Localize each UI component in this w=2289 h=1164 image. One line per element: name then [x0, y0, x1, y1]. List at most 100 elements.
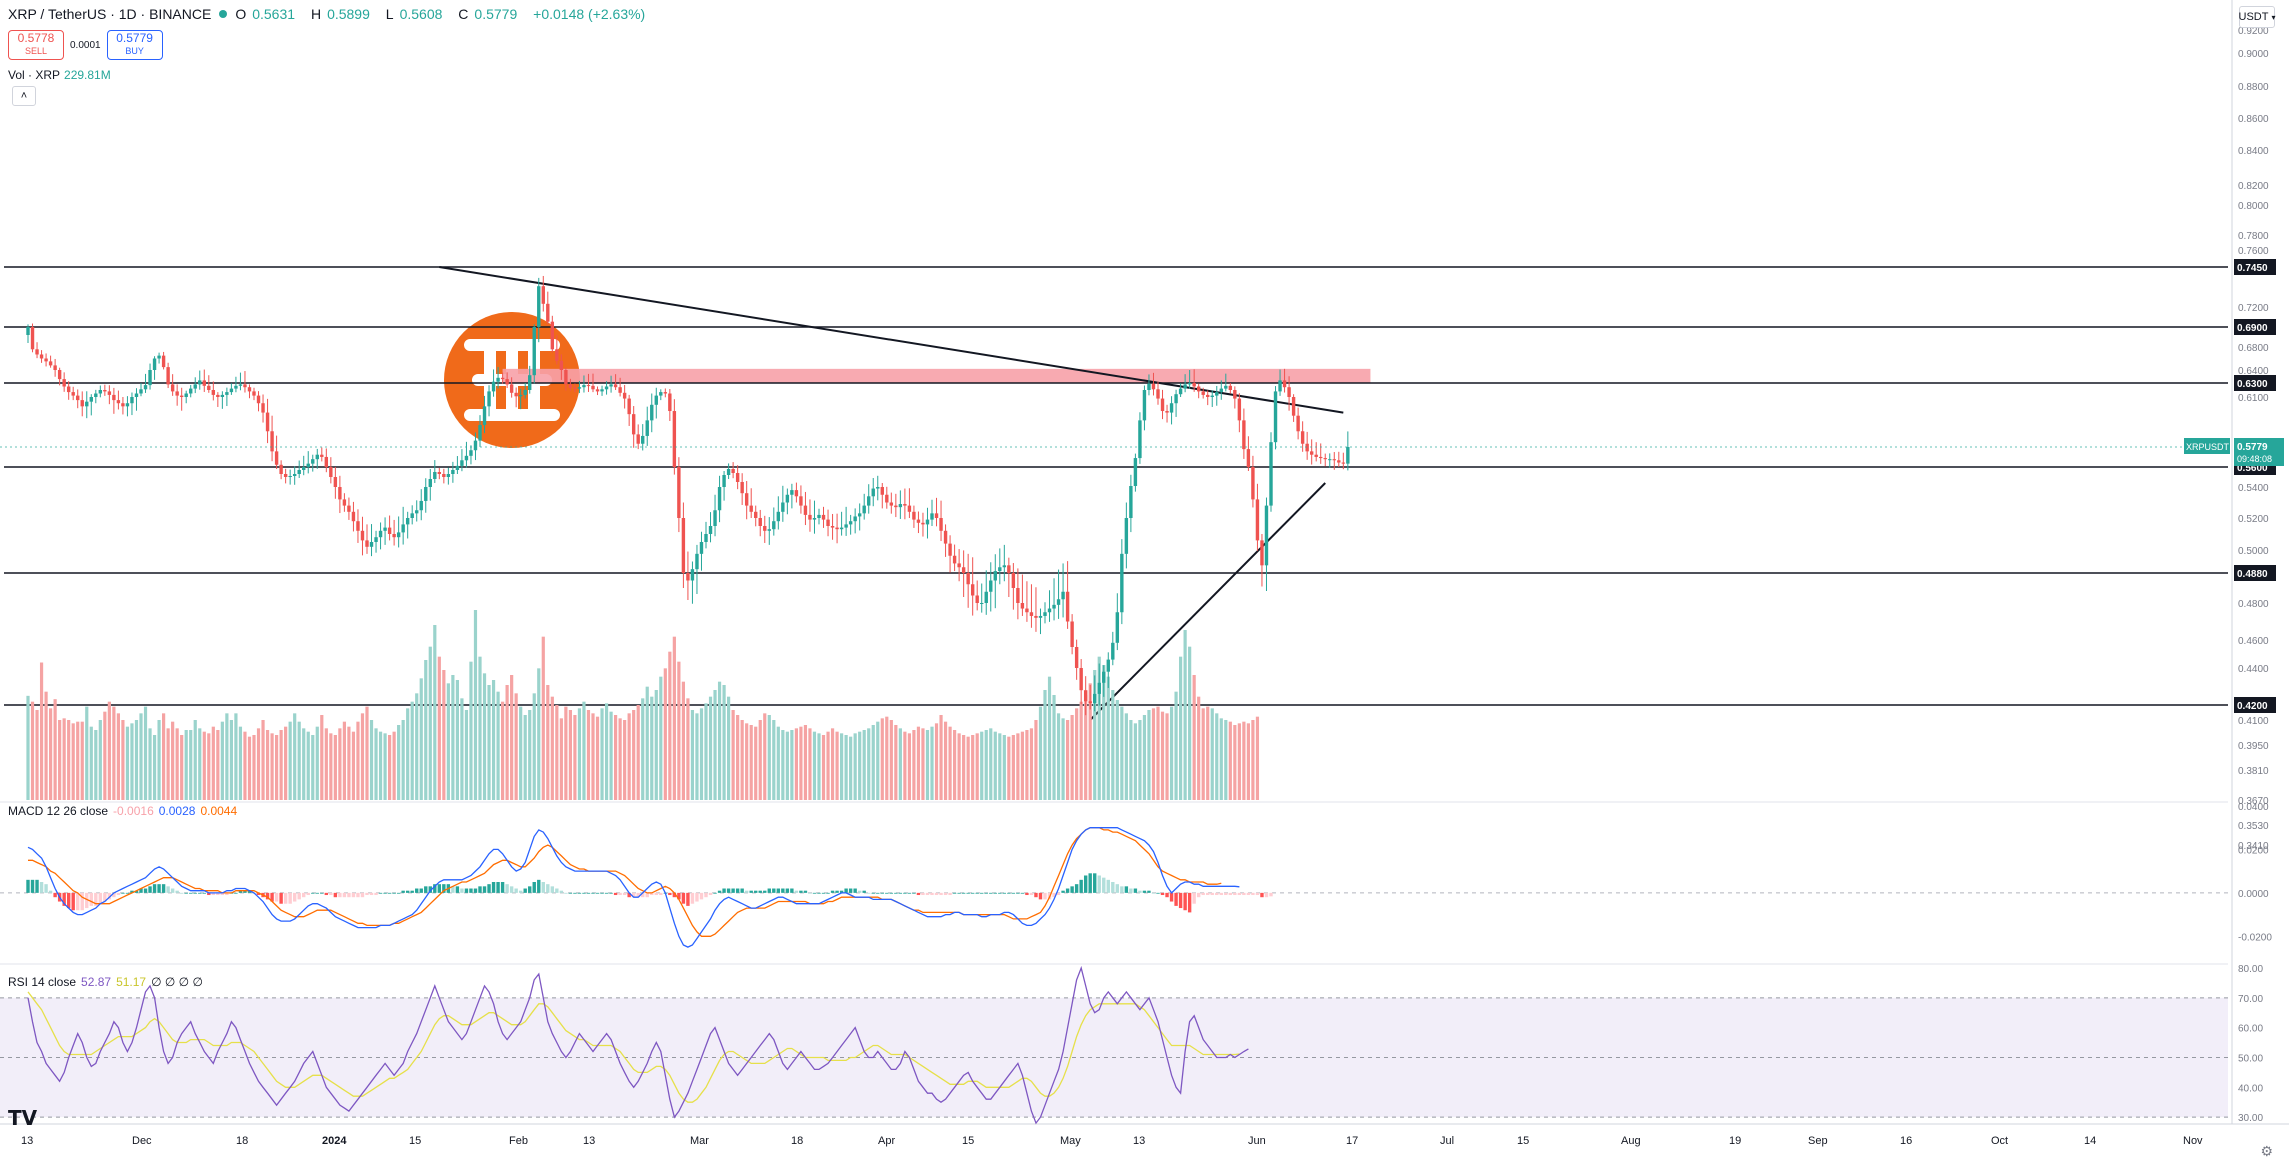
candle-body [609, 384, 613, 387]
macd-histogram-bar [1061, 890, 1065, 893]
volume-legend[interactable]: Vol · XRP 229.81M [8, 68, 111, 82]
candle-body [645, 420, 649, 436]
volume-label: Vol · XRP [8, 68, 61, 82]
macd-histogram-bar [292, 892, 297, 902]
volume-bar [528, 710, 532, 800]
volume-bar [713, 690, 717, 800]
macd-legend[interactable]: MACD 12 26 close -0.0016 0.0028 0.0044 [8, 804, 242, 818]
volume-bar [803, 725, 808, 800]
candle-body [704, 534, 708, 542]
candle-body [433, 472, 437, 479]
candle-body [26, 327, 30, 335]
candle-body [790, 490, 794, 495]
candle-body [546, 303, 550, 322]
volume-bar [510, 675, 514, 800]
candle-body [1002, 565, 1007, 568]
candle-body [478, 425, 482, 441]
candle-body [726, 469, 731, 475]
candle-body [1328, 459, 1332, 461]
macd-histogram-bar [121, 892, 125, 894]
level-price-label: 0.6300 [2237, 379, 2268, 390]
volume-bar [677, 661, 681, 800]
macd-histogram-bar [288, 892, 292, 904]
macd-histogram-bar [690, 892, 695, 904]
rsi-legend[interactable]: RSI 14 close 52.87 51.17 ∅ ∅ ∅ ∅ [8, 975, 208, 989]
candle-body [39, 354, 44, 359]
macd-histogram-bar [677, 892, 681, 900]
sell-button[interactable]: 0.5778 SELL [8, 30, 64, 60]
macd-histogram-bar [1038, 892, 1043, 900]
price-tick-label: 0.6100 [2238, 393, 2269, 404]
volume-bar [166, 728, 170, 800]
macd-histogram-bar [1219, 892, 1223, 896]
time-tick-label: Jun [1248, 1135, 1266, 1147]
candle-body [518, 394, 523, 397]
price-tick-label: 0.6800 [2238, 343, 2269, 354]
candle-body [1228, 385, 1233, 390]
macd-histogram-bar [514, 888, 518, 893]
collapse-legend-button[interactable]: ˄ [12, 86, 36, 106]
candle-body [898, 504, 903, 508]
volume-bar [143, 706, 148, 800]
symbol-badge-label: XRPUSDT [2186, 442, 2230, 452]
volume-bar [1124, 713, 1128, 800]
gear-icon[interactable]: ⚙ [2260, 1143, 2273, 1159]
level-price-badge [2234, 565, 2276, 581]
volume-bar [496, 691, 500, 800]
candle-body [595, 389, 600, 392]
macd-histogram-bar [650, 892, 654, 896]
volume-bar [632, 710, 636, 800]
candle-body [677, 467, 681, 518]
macd-histogram-bar [1129, 888, 1133, 893]
volume-bar [392, 731, 396, 800]
candle-body [989, 580, 993, 592]
macd-histogram-bar [460, 888, 464, 893]
volume-bar [152, 735, 157, 800]
rsi-tick-label: 40.00 [2238, 1083, 2263, 1094]
macd-histogram-bar [1206, 892, 1210, 896]
trendline-descending [439, 266, 1344, 414]
macd-histogram-bar [631, 892, 636, 898]
symbol-title[interactable]: XRP / TetherUS · 1D · BINANCE [8, 6, 212, 22]
candle-body [405, 518, 410, 525]
volume-bar [767, 715, 771, 800]
candle-body [71, 392, 75, 396]
macd-histogram-bar [518, 890, 523, 893]
candle-body [961, 567, 966, 573]
macd-histogram-bar [1192, 892, 1196, 904]
macd-histogram-bar [622, 892, 627, 896]
tradingview-logo-icon[interactable]: TV [8, 1106, 38, 1130]
candle-body [1291, 397, 1296, 416]
volume-bar [736, 715, 740, 800]
macd-histogram-bar [862, 890, 866, 893]
volume-bar [1061, 718, 1065, 800]
buy-button[interactable]: 0.5779 BUY [106, 30, 163, 60]
volume-bar [139, 713, 143, 800]
candle-body [369, 542, 374, 547]
candle-body [89, 397, 93, 402]
macd-histogram-bar [505, 884, 509, 893]
rsi-value: 52.87 [81, 975, 112, 989]
currency-selector[interactable]: USDT ▾ [2239, 6, 2275, 28]
candle-body [600, 389, 604, 392]
macd-histogram-bar [378, 892, 383, 894]
time-tick-label: 16 [1900, 1135, 1912, 1147]
candle-body [66, 386, 71, 393]
volume-bar [311, 735, 315, 800]
macd-histogram-bar [401, 890, 405, 893]
macd-histogram-bar [320, 892, 324, 894]
volume-bar [428, 646, 432, 800]
volume-bar [1111, 690, 1115, 800]
macd-histogram-bar [383, 892, 387, 894]
macd-histogram-bar [428, 886, 432, 893]
macd-signal-value: 0.0044 [200, 804, 238, 818]
volume-bar [478, 656, 482, 800]
macd-histogram-bar [523, 888, 527, 893]
candle-body [94, 393, 98, 397]
candle-body [586, 385, 591, 387]
level-price-label: 0.7450 [2237, 263, 2268, 274]
volume-bar [636, 705, 640, 800]
macd-histogram-bar [1251, 892, 1255, 896]
candle-body [903, 504, 907, 506]
